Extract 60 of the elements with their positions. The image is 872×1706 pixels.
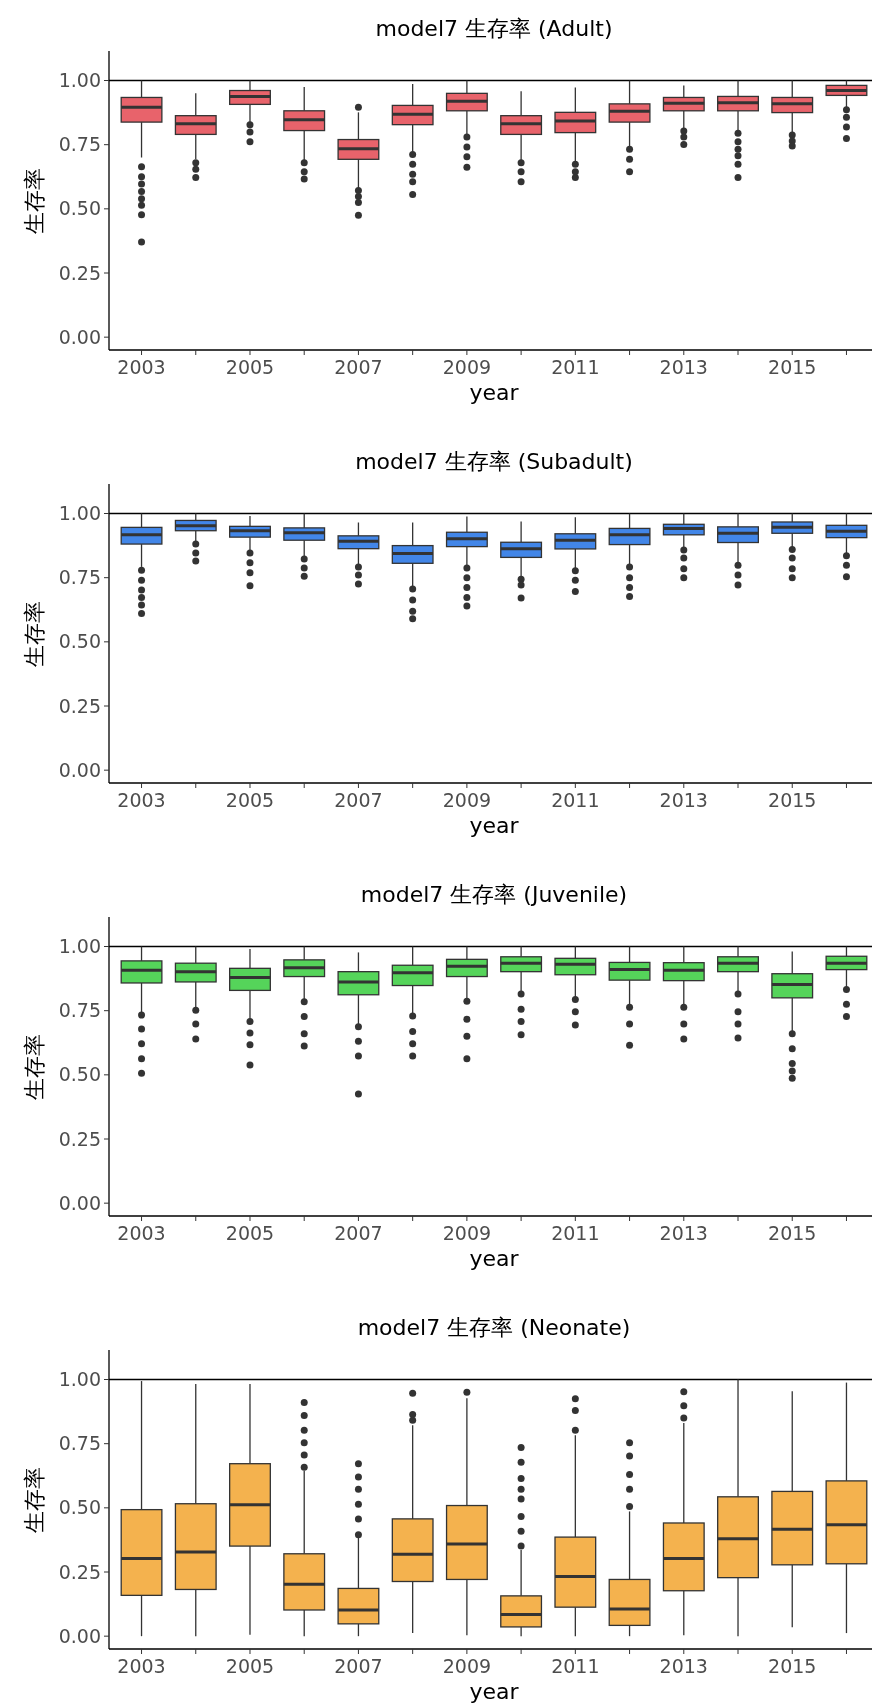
y-tick-label: 0.00 [58, 1624, 101, 1647]
y-tick-label: 0.75 [58, 133, 101, 156]
y-tick-label: 0.00 [58, 325, 101, 348]
y-tick-label: 0.50 [58, 630, 101, 653]
x-axis-title: year [469, 1679, 520, 1704]
y-tick-label: 0.00 [58, 758, 101, 781]
y-tick-label: 0.50 [58, 1496, 101, 1519]
y-tick-label: 1.00 [58, 502, 101, 525]
x-tick-label: 2013 [659, 1655, 708, 1677]
x-tick-label: 2007 [334, 1222, 383, 1244]
y-tick-label: 0.25 [58, 1560, 101, 1583]
y-tick-label: 0.25 [58, 694, 101, 717]
x-tick-label: 2005 [225, 356, 275, 378]
x-tick-label: 2009 [442, 1655, 492, 1677]
x-tick-label: 2003 [117, 1222, 166, 1244]
x-tick-label: 2009 [442, 356, 492, 378]
x-tick-label: 2005 [225, 1222, 275, 1244]
x-tick-label: 2005 [225, 1655, 275, 1677]
x-tick-label: 2011 [551, 1655, 600, 1677]
x-tick-label: 2015 [768, 1655, 817, 1677]
x-tick-label: 2013 [659, 789, 708, 811]
x-tick-label: 2013 [659, 1222, 708, 1244]
chart-title: model7 生存率 (Subadult) [355, 449, 633, 474]
x-axis-title: year [469, 813, 520, 838]
x-tick-label: 2003 [117, 1655, 166, 1677]
x-tick-label: 2007 [334, 1655, 383, 1677]
y-tick-label: 0.75 [58, 566, 101, 589]
y-axis-title: 生存率 [22, 1033, 47, 1100]
y-tick-label: 0.50 [58, 1063, 101, 1086]
chart-title: model7 生存率 (Neonate) [357, 1315, 631, 1340]
y-axis-title: 生存率 [22, 167, 47, 234]
x-tick-label: 2007 [334, 789, 383, 811]
y-tick-label: 0.00 [58, 1191, 101, 1214]
x-tick-label: 2005 [225, 789, 275, 811]
x-tick-label: 2003 [117, 356, 166, 378]
x-tick-label: 2011 [551, 356, 600, 378]
x-tick-label: 2003 [117, 789, 166, 811]
x-axis-title: year [469, 1246, 520, 1271]
y-tick-label: 1.00 [58, 1368, 101, 1391]
x-tick-label: 2007 [334, 356, 383, 378]
chart-title: model7 生存率 (Juvenile) [360, 882, 628, 907]
y-axis-title: 生存率 [22, 1466, 47, 1533]
y-tick-label: 0.25 [58, 261, 101, 284]
x-tick-label: 2015 [768, 1222, 817, 1244]
x-tick-label: 2013 [659, 356, 708, 378]
x-tick-label: 2015 [768, 356, 817, 378]
chart-title: model7 生存率 (Adult) [375, 16, 613, 41]
y-tick-label: 0.75 [58, 1432, 101, 1455]
x-tick-label: 2009 [442, 1222, 492, 1244]
x-axis-title: year [469, 380, 520, 405]
x-tick-label: 2011 [551, 789, 600, 811]
x-tick-label: 2015 [768, 789, 817, 811]
y-tick-label: 0.25 [58, 1127, 101, 1150]
y-tick-label: 0.75 [58, 999, 101, 1022]
y-tick-label: 1.00 [58, 935, 101, 958]
y-axis-title: 生存率 [22, 600, 47, 667]
y-tick-label: 1.00 [58, 69, 101, 92]
x-tick-label: 2009 [442, 789, 492, 811]
y-tick-label: 0.50 [58, 197, 101, 220]
x-tick-label: 2011 [551, 1222, 600, 1244]
